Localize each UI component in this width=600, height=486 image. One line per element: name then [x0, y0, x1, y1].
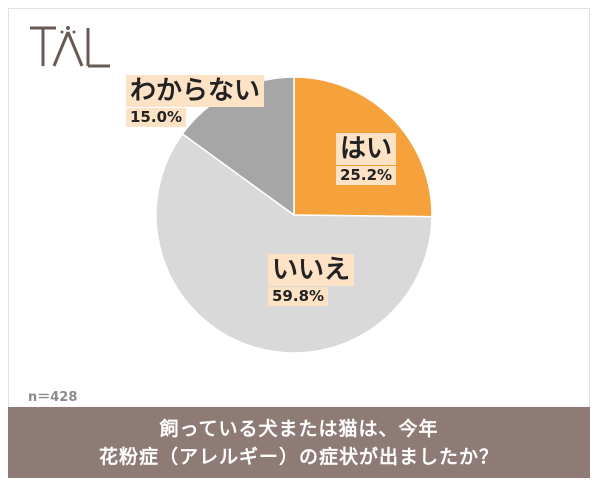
slice-value-no: 59.8% — [268, 287, 329, 306]
question-line-1: 飼っている犬または猫は、今年 — [159, 417, 439, 440]
slice-value-yes: 25.2% — [336, 166, 397, 185]
slice-label-yes: はい — [336, 133, 397, 165]
slice-value-unknown: 15.0% — [126, 108, 187, 127]
sample-size: n＝428 — [28, 390, 78, 405]
slice-no — [155, 132, 433, 354]
question-banner: 飼っている犬または猫は、今年 花粉症（アレルギー）の症状が出ましたか？ — [8, 407, 590, 478]
tal-logo — [28, 20, 114, 72]
question-line-2: 花粉症（アレルギー）の症状が出ましたか？ — [98, 445, 499, 468]
slice-label-no: いいえ — [268, 254, 355, 286]
slice-label-unknown: わからない — [126, 75, 265, 107]
